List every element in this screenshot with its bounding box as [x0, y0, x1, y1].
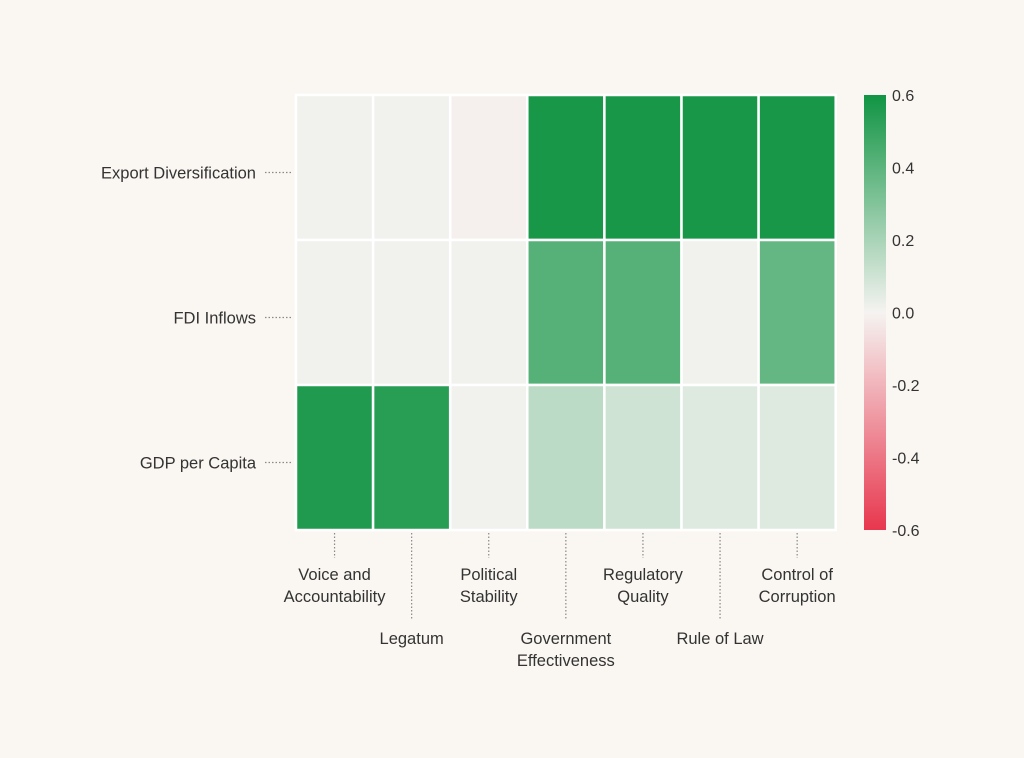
heatmap-cell — [603, 93, 683, 242]
column-label: Control of Corruption — [759, 566, 836, 606]
column-label: Rule of Law — [676, 630, 763, 648]
row-label: GDP per Capita — [140, 455, 257, 473]
column-label: Legatum — [380, 630, 444, 648]
heatmap-cell — [448, 93, 529, 242]
row-label: Export Diversification — [101, 165, 256, 183]
heatmap-cell — [603, 238, 683, 387]
heatmap-cells — [294, 93, 837, 532]
column-label: Political Stability — [460, 566, 519, 606]
heatmap-cell — [371, 383, 452, 532]
heatmap-cell — [603, 383, 683, 532]
heatmap-cell — [680, 93, 760, 242]
heatmap-cell — [680, 383, 760, 532]
row-label: FDI Inflows — [173, 310, 256, 328]
heatmap-cell — [526, 238, 606, 387]
heatmap-cell — [371, 238, 452, 387]
heatmap-cell — [371, 93, 452, 242]
colorbar-tick-label: -0.2 — [892, 378, 920, 395]
colorbar-tick-label: 0.2 — [892, 233, 914, 250]
heatmap-cell — [448, 383, 529, 532]
column-label: Government Effectiveness — [517, 630, 615, 670]
heatmap-cell — [680, 238, 760, 387]
heatmap-cell — [294, 93, 375, 242]
colorbar-tick-label: -0.6 — [892, 523, 920, 540]
colorbar: 0.6 0.4 0.2 0.0 -0.2 -0.4 -0.6 — [864, 88, 920, 540]
column-label: Regulatory Quality — [603, 566, 684, 606]
heatmap-cell — [448, 238, 529, 387]
colorbar-tick-label: 0.6 — [892, 88, 914, 105]
row-labels: Export Diversification FDI Inflows GDP per… — [101, 165, 293, 473]
colorbar-tick-label: -0.4 — [892, 451, 920, 468]
heatmap-cell — [526, 383, 606, 532]
heatmap-cell — [757, 238, 837, 387]
heatmap-cell — [526, 93, 606, 242]
colorbar-tick-label: 0.4 — [892, 161, 914, 178]
column-labels: Voice and Accountability Legatum Political S… — [284, 533, 836, 670]
colorbar-gradient — [864, 95, 886, 530]
heatmap-cell — [757, 383, 837, 532]
column-label: Voice and Accountability — [284, 566, 387, 606]
heatmap-cell — [294, 238, 375, 387]
heatmap-cell — [757, 93, 837, 242]
colorbar-tick-label: 0.0 — [892, 306, 914, 323]
heatmap-cell — [294, 383, 375, 532]
